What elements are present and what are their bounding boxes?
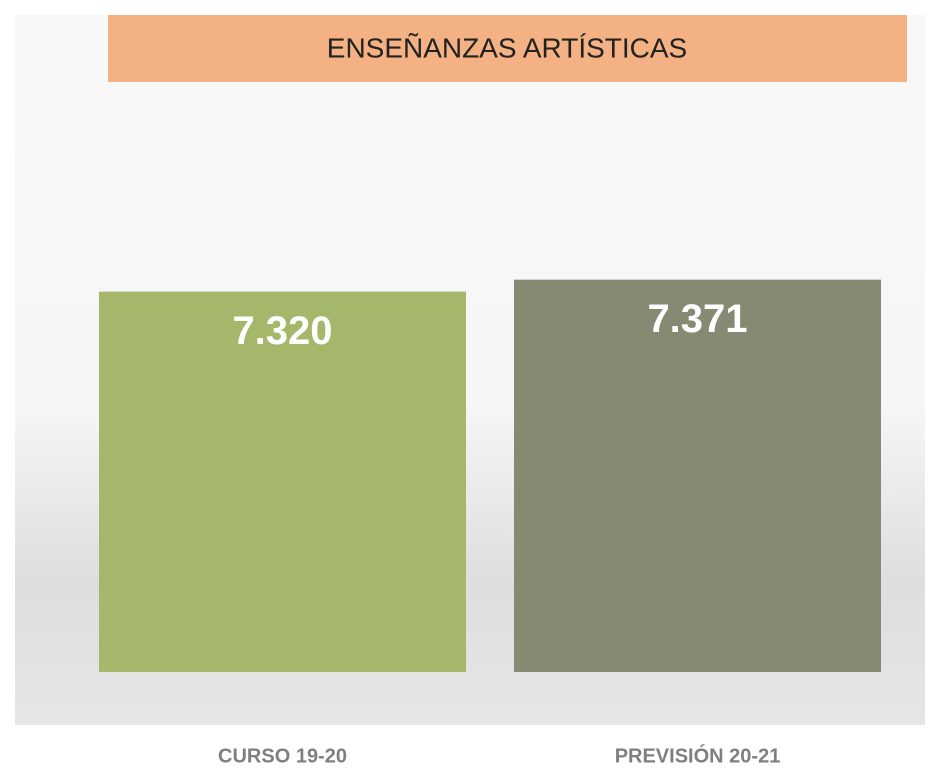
x-tick-label: PREVISIÓN 20-21 — [615, 743, 781, 767]
bar — [99, 291, 466, 672]
value-label: 7.371 — [647, 297, 747, 341]
value-label: 7.320 — [232, 309, 332, 353]
title-band — [108, 15, 907, 82]
chart-title: ENSEÑANZAS ARTÍSTICAS — [327, 32, 687, 63]
x-tick-label: CURSO 19-20 — [218, 745, 347, 767]
bar — [514, 279, 881, 672]
